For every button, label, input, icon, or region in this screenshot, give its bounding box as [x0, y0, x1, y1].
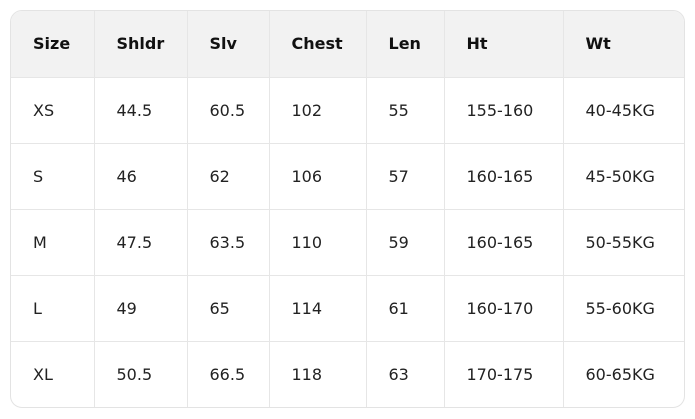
column-header-ht: Ht — [444, 11, 564, 78]
cell-wt: 55-60KG — [563, 275, 684, 342]
cell-len: 59 — [366, 209, 445, 276]
cell-wt: 60-65KG — [585, 364, 655, 384]
size-chart-table-container: Size Shldr Slv Chest Len Ht Wt XS 44.5 60.5 102 55… — [10, 10, 685, 408]
cell-size: XL — [11, 341, 95, 407]
cell-size: XS — [11, 77, 95, 144]
table-row: XS 44.5 60.5 102 55 155-160 40-45KG — [11, 77, 684, 144]
cell-size: M — [11, 209, 95, 276]
table-row: XL 50.5 66.5 118 63 170-175 60-65KG — [11, 341, 684, 407]
cell-shldr: 46 — [94, 143, 188, 210]
cell-slv: 60.5 — [187, 77, 270, 144]
size-chart-table: Size Shldr Slv Chest Len Ht Wt XS 44.5 60.5 102 55… — [11, 11, 684, 407]
column-header-shldr: Shldr — [94, 11, 188, 78]
cell-slv: 62 — [187, 143, 270, 210]
cell-size: L — [11, 275, 95, 342]
cell-shldr: 47.5 — [94, 209, 188, 276]
cell-ht: 155-160 — [444, 77, 564, 144]
cell-len: 63 — [366, 341, 445, 407]
cell-shldr: 50.5 — [94, 341, 188, 407]
table-row: M 47.5 63.5 110 59 160-165 50-55KG — [11, 209, 684, 276]
column-header-wt: Wt — [563, 11, 684, 78]
cell-slv: 63.5 — [187, 209, 270, 276]
column-header-slv: Slv — [187, 11, 270, 78]
cell-wt: 50-55KG — [563, 209, 684, 276]
column-header-chest: Chest — [269, 11, 367, 78]
table-row: L 49 65 114 61 160-170 55-60KG — [11, 275, 684, 342]
cell-wt: 40-45KG — [563, 77, 684, 144]
cell-slv: 66.5 — [187, 341, 270, 407]
cell-len: 55 — [366, 77, 445, 144]
column-header-len: Len — [366, 11, 445, 78]
cell-chest: 102 — [269, 77, 367, 144]
cell-ht: 160-165 — [444, 209, 564, 276]
cell-slv: 65 — [187, 275, 270, 342]
cell-shldr: 49 — [94, 275, 188, 342]
cell-len: 57 — [366, 143, 445, 210]
header-row: Size Shldr Slv Chest Len Ht Wt — [11, 11, 684, 78]
cell-ht: 160-165 — [444, 143, 564, 210]
cell-chest: 110 — [269, 209, 367, 276]
column-header-size: Size — [11, 11, 95, 78]
cell-chest: 106 — [269, 143, 367, 210]
table-row: S 46 62 106 57 160-165 45-50KG — [11, 143, 684, 210]
cell-ht: 170-175 — [444, 341, 564, 407]
cell-shldr: 44.5 — [94, 77, 188, 144]
cell-ht: 160-170 — [444, 275, 564, 342]
cell-chest: 118 — [269, 341, 367, 407]
cell-len: 61 — [366, 275, 445, 342]
cell-chest: 114 — [269, 275, 367, 342]
cell-size: S — [11, 143, 95, 210]
cell-wt: 45-50KG — [563, 143, 684, 210]
